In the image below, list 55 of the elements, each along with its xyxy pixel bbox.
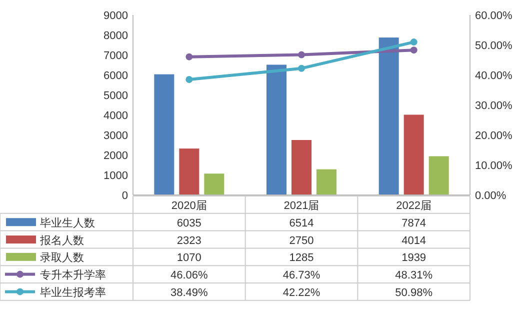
- x-tick-label: 2021届: [284, 200, 320, 212]
- data-label: 2750: [289, 234, 314, 247]
- y-tick-label: 2000: [104, 150, 128, 162]
- x-tick-label: 2020届: [171, 200, 207, 212]
- point: [186, 53, 193, 60]
- y-tick-label: 4000: [104, 110, 128, 122]
- bar: [428, 156, 449, 195]
- y-tick-label: 5000: [104, 90, 128, 102]
- data-label: 1070: [176, 252, 202, 264]
- y2-tick-label: 60.00%: [475, 10, 513, 22]
- y2-tick-label: 50.00%: [475, 40, 513, 52]
- bar: [292, 140, 312, 195]
- y2-tick-label: 40.00%: [475, 70, 513, 82]
- data-label: 46.73%: [282, 270, 320, 282]
- legend-label: 毕业生报考率: [40, 286, 106, 299]
- bar: [204, 174, 224, 195]
- point: [410, 38, 418, 46]
- x-tick-label: 2022届: [396, 200, 432, 212]
- point: [298, 64, 305, 72]
- legend-label: 毕业生人数: [40, 216, 95, 230]
- bar: [316, 169, 336, 195]
- y2-tick-label: 10.00%: [475, 160, 513, 172]
- y-tick-label: 0: [122, 190, 128, 202]
- bar: [378, 38, 399, 195]
- y-tick-label: 3000: [104, 130, 128, 142]
- data-label: 6035: [176, 217, 202, 230]
- y-tick-label: 6000: [104, 70, 128, 82]
- data-label: 38.49%: [170, 287, 208, 299]
- legend-label: 专升本升学率: [40, 268, 106, 282]
- point: [298, 51, 305, 58]
- bar: [266, 64, 286, 195]
- data-label: 50.98%: [395, 287, 433, 299]
- bar: [404, 114, 424, 195]
- legend-label: 报名人数: [39, 234, 84, 247]
- y2-tick-label: 30.00%: [475, 100, 513, 112]
- y-tick-label: 1000: [104, 170, 128, 182]
- data-label: 42.22%: [282, 287, 320, 299]
- data-label: 1285: [289, 252, 314, 264]
- data-label: 2323: [176, 234, 202, 247]
- y2-tick-label: 0.00%: [475, 190, 506, 202]
- bar: [154, 74, 174, 195]
- point: [186, 76, 193, 84]
- data-label: 4014: [402, 234, 426, 247]
- y-tick-label: 8000: [104, 30, 128, 42]
- data-label: 6514: [289, 217, 314, 230]
- legend-label: 录取人数: [40, 252, 84, 264]
- bar: [179, 148, 200, 195]
- y2-tick-label: 20.00%: [475, 130, 513, 142]
- point: [410, 46, 418, 54]
- y-tick-label: 7000: [104, 50, 128, 62]
- data-label: 46.06%: [170, 270, 208, 282]
- data-label: 7874: [402, 217, 426, 230]
- data-label: 48.31%: [395, 270, 433, 282]
- data-label: 1939: [402, 252, 426, 264]
- y-tick-label: 9000: [104, 10, 128, 22]
